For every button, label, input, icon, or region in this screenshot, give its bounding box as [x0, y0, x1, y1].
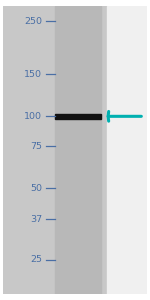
Text: 100: 100 — [24, 112, 42, 121]
Bar — [107, 6, 147, 294]
Text: 50: 50 — [30, 184, 42, 193]
Text: 150: 150 — [24, 70, 42, 79]
Text: 250: 250 — [24, 17, 42, 26]
Bar — [55, 6, 101, 294]
Bar — [55, 114, 101, 119]
Text: 75: 75 — [30, 142, 42, 151]
Bar — [3, 6, 107, 294]
Text: 37: 37 — [30, 215, 42, 224]
Text: 25: 25 — [30, 256, 42, 265]
